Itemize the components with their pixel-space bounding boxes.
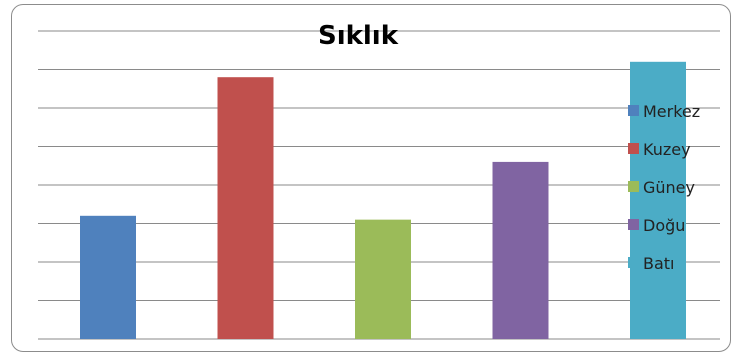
bar-kuzey: [217, 77, 274, 339]
gridlines: [38, 30, 720, 340]
chart-title: Sıklık: [318, 21, 399, 51]
bar-batı: [630, 61, 686, 340]
legend-label-güney: Güney: [643, 178, 695, 197]
legend-swatch-güney: [628, 181, 639, 192]
legend-label-kuzey: Kuzey: [643, 140, 691, 159]
bar-merkez: [80, 215, 136, 339]
legend-label-doğu: Doğu: [643, 216, 685, 235]
bars: [80, 61, 686, 340]
legend-swatch-batı: [628, 257, 639, 268]
legend-label-merkez: Merkez: [643, 102, 700, 121]
legend-label-batı: Batı: [643, 254, 675, 273]
legend-swatch-merkez: [628, 105, 639, 116]
bar-doğu: [492, 161, 549, 339]
legend-swatch-kuzey: [628, 143, 639, 154]
legend-swatch-doğu: [628, 219, 639, 230]
bar-güney: [355, 219, 411, 339]
legend: Merkez Kuzey Güney Doğu Batı: [628, 102, 700, 273]
